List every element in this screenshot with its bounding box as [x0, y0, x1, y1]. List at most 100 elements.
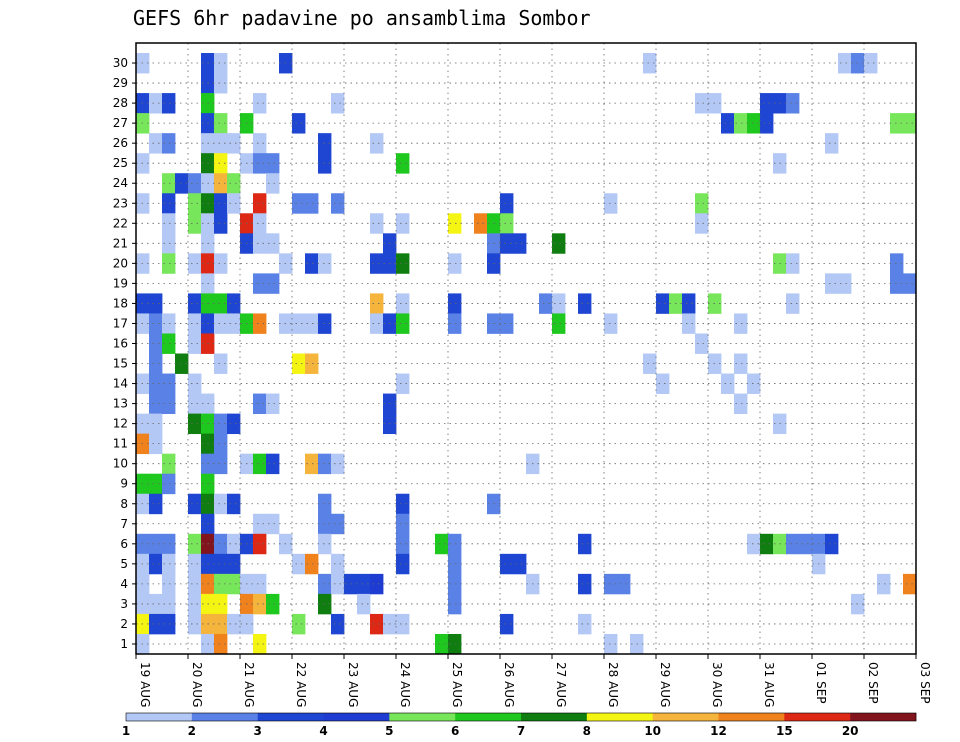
heatmap-cell [500, 193, 514, 214]
heatmap-cell [682, 293, 696, 314]
heatmap-cell [149, 473, 163, 495]
heatmap-cell [292, 193, 306, 214]
heatmap-cell [188, 213, 202, 234]
heatmap-cell [227, 293, 241, 314]
heatmap-cell [292, 353, 306, 374]
heatmap-cell [214, 533, 228, 555]
y-tick-label: 15 [113, 357, 128, 371]
heatmap-cell [253, 193, 267, 214]
y-tick-label: 27 [113, 116, 128, 130]
heatmap-cell [188, 493, 202, 515]
heatmap-cell [318, 133, 332, 154]
heatmap-cell [292, 313, 306, 334]
heatmap-cell [799, 533, 813, 555]
heatmap-cell [253, 393, 267, 414]
grid-lines [136, 43, 916, 654]
heatmap-cell [149, 493, 163, 515]
heatmap-cell [903, 273, 917, 294]
heatmap-cell [721, 373, 735, 394]
heatmap-cell [825, 273, 839, 294]
heatmap-cell [396, 513, 410, 535]
heatmap-cell [500, 613, 514, 635]
heatmap-cell [747, 113, 761, 134]
heatmap-cell [318, 493, 332, 515]
heatmap-cell [604, 633, 618, 655]
heatmap-cell [721, 113, 735, 134]
heatmap-cell [734, 353, 748, 374]
y-tick-label: 22 [113, 216, 128, 230]
heatmap-cell [331, 453, 345, 475]
heatmap-cell [435, 533, 449, 555]
heatmap-cell [188, 613, 202, 635]
heatmap-cell [552, 293, 566, 314]
heatmap-cell [734, 113, 748, 134]
x-tick-label: 20 AUG [190, 662, 204, 707]
heatmap-cell [838, 53, 852, 74]
heatmap-cell [396, 213, 410, 234]
heatmap-cell [227, 573, 241, 595]
heatmap-cell [305, 193, 319, 214]
heatmap-cell [227, 133, 241, 154]
heatmap-cell [162, 193, 176, 214]
heatmap-cell [214, 553, 228, 575]
heatmap-cell [396, 613, 410, 635]
colorbar-segment [455, 713, 522, 721]
y-tick-label: 26 [113, 136, 128, 150]
heatmap-cell [253, 573, 267, 595]
y-tick-label: 5 [120, 557, 128, 571]
heatmap-cell [539, 293, 553, 314]
y-tick-label: 10 [113, 457, 128, 471]
heatmap-cell [695, 213, 709, 234]
chart-title: GEFS 6hr padavine po ansamblima Sombor [133, 6, 591, 30]
heatmap-cell [292, 613, 306, 635]
x-tick-label: 31 AUG [762, 662, 776, 707]
heatmap-cell [864, 53, 878, 74]
colorbar: 1 2 3 4 5 6 7 8 10 12 15 20 [122, 712, 917, 738]
heatmap-cell [396, 153, 410, 174]
heatmap-cell [370, 613, 384, 635]
colorbar-segment [257, 713, 324, 721]
colorbar-label: 7 [517, 724, 525, 738]
x-tick-label: 03 SEP [918, 662, 932, 704]
heatmap-cell [253, 273, 267, 294]
heatmap-cell [253, 513, 267, 535]
heatmap-cell [162, 253, 176, 274]
heatmap-cell [370, 133, 384, 154]
y-tick-label: 3 [120, 597, 128, 611]
x-tick-label: 29 AUG [658, 662, 672, 707]
colorbar-label: 2 [188, 724, 196, 738]
heatmap-cell [188, 573, 202, 595]
y-tick-label: 18 [113, 296, 128, 310]
heatmap-cell [747, 373, 761, 394]
heatmap-cell [318, 153, 332, 174]
heatmap-cell [903, 573, 917, 595]
heatmap-cell [357, 573, 371, 595]
heatmap-cell [786, 293, 800, 314]
heatmap-cell [656, 373, 670, 394]
heatmap-cell [825, 133, 839, 154]
heatmap-cell [162, 533, 176, 555]
heatmap-cell [435, 633, 449, 655]
heatmap-cell [474, 213, 488, 234]
heatmap-cell [331, 93, 345, 114]
heatmap-cell [214, 73, 228, 94]
heatmap-cell [214, 573, 228, 595]
heatmap-cell [188, 333, 202, 354]
x-tick-label: 02 SEP [866, 662, 880, 704]
heatmap-cell [890, 113, 904, 134]
heatmap-cell [448, 293, 462, 314]
heatmap-cell [331, 513, 345, 535]
heatmap-cell [500, 233, 514, 254]
heatmap-cell [318, 313, 332, 334]
heatmap-cell [760, 113, 774, 134]
heatmap-cell [175, 353, 189, 374]
heatmap-cell [162, 573, 176, 595]
heatmap-cell [266, 173, 280, 194]
heatmap-cell [266, 273, 280, 294]
heatmap-cell [227, 553, 241, 575]
heatmap-cell [292, 553, 306, 575]
heatmap-cell [617, 573, 631, 595]
heatmap-cell [162, 593, 176, 615]
heatmap-cell [890, 273, 904, 294]
heatmap-cell [305, 453, 319, 475]
